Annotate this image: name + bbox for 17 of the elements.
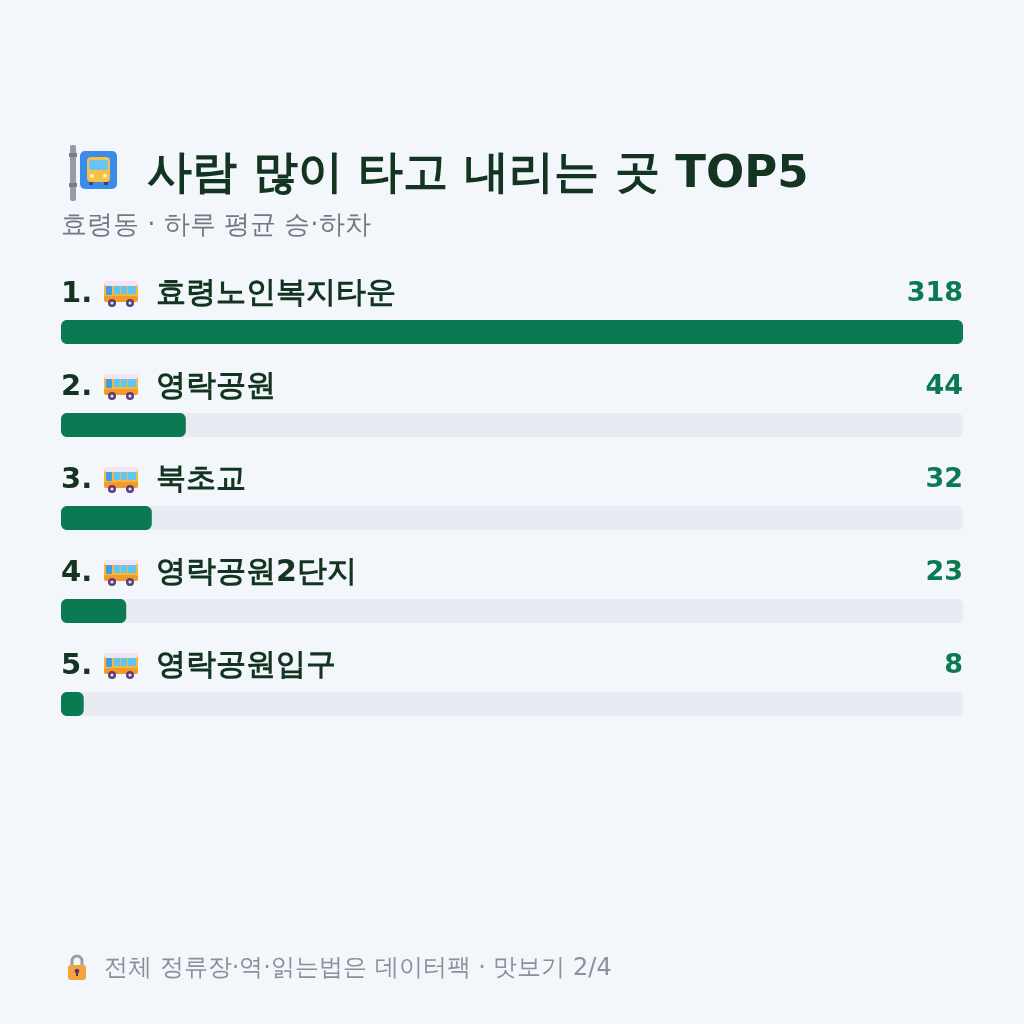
text: 전체 정류장·역·읽는법은 데이터팩 · 맛보기 2/4 [104, 952, 612, 982]
category-label: 2. 영락공원 [61, 367, 276, 402]
data-label: 44 [925, 369, 963, 400]
bar [61, 599, 127, 623]
data-label: 23 [925, 555, 963, 586]
data-label: 32 [925, 462, 963, 493]
category-label: 5. 영락공원입구 [61, 646, 336, 681]
data-label: 8 [944, 648, 963, 679]
bar [61, 413, 186, 437]
bar [61, 506, 152, 530]
category-label: 1. 효령노인복지타운 [61, 274, 396, 309]
chart-subtitle: 효령동 · 하루 평균 승·하차 [61, 208, 371, 240]
bar [61, 692, 84, 716]
category-label: 4. 영락공원2단지 [61, 553, 357, 588]
data-label: 318 [906, 276, 963, 307]
category-label: 3. 북초교 [61, 460, 246, 495]
chart-title: 사람 많이 타고 내리는 곳 TOP5 [147, 144, 809, 200]
